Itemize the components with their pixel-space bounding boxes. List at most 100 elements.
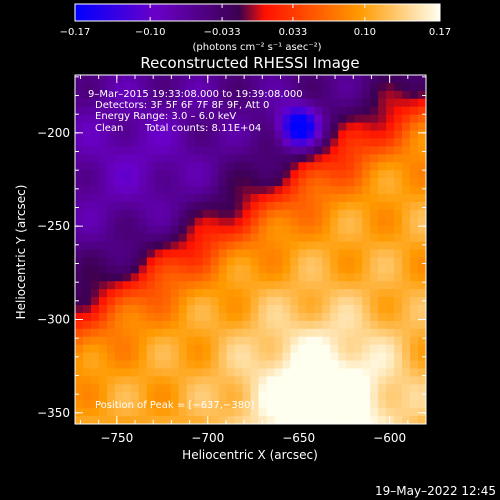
heatmap-cell (170, 368, 180, 378)
heatmap-cell (154, 281, 164, 290)
heatmap-cell (418, 225, 426, 235)
heatmap-cell (146, 225, 156, 235)
heatmap-cell (106, 217, 116, 227)
heatmap-cell (106, 130, 116, 140)
heatmap-cell (258, 408, 268, 417)
heatmap-cell (194, 305, 204, 314)
heatmap-cell (90, 130, 100, 140)
heatmap-cell (338, 146, 347, 155)
heatmap-cell (402, 384, 411, 393)
heatmap-cell (114, 305, 124, 314)
heatmap-cell (306, 90, 315, 100)
heatmap-cell (386, 170, 395, 179)
heatmap-cell (338, 114, 347, 124)
heatmap-cell (322, 90, 331, 100)
heatmap-cell (258, 75, 268, 84)
heatmap-cell (75, 376, 84, 385)
heatmap-cell (274, 217, 284, 227)
heatmap-cell (282, 400, 291, 409)
heatmap-cell (194, 106, 204, 116)
heatmap-cell (170, 225, 180, 235)
heatmap-cell (154, 75, 164, 84)
heatmap-cell (226, 146, 236, 155)
heatmap-cell (186, 392, 196, 401)
heatmap-cell (314, 122, 323, 132)
heatmap-cell (210, 320, 220, 330)
heatmap-cell (378, 408, 387, 417)
heatmap-cell (218, 138, 228, 147)
heatmap-cell (418, 297, 426, 306)
heatmap-cell (410, 146, 419, 155)
heatmap-cell (170, 146, 180, 155)
heatmap-cell (210, 305, 220, 314)
heatmap-cell (122, 400, 132, 409)
heatmap-cell (210, 392, 220, 401)
heatmap-cell (330, 368, 339, 378)
heatmap-cell (338, 233, 347, 243)
x-axis: −750 −700 −650 −600 (79, 75, 427, 445)
heatmap-cell (378, 106, 387, 116)
heatmap-cell (98, 257, 108, 266)
heatmap-cell (106, 312, 116, 322)
heatmap-cell (314, 178, 323, 187)
heatmap-cell (234, 392, 244, 401)
heatmap-cell (330, 170, 339, 179)
heatmap-cell (106, 98, 116, 108)
heatmap-cell (250, 408, 260, 417)
heatmap-cell (170, 82, 180, 92)
heatmap-cell (210, 328, 220, 338)
heatmap-cell (322, 384, 331, 393)
heatmap-cell (338, 416, 347, 424)
heatmap-cell (226, 162, 236, 171)
heatmap-cell (218, 130, 228, 140)
heatmap-cell (106, 162, 116, 171)
heatmap-cell (394, 281, 403, 290)
heatmap-cell (290, 336, 299, 346)
heatmap-cell (250, 384, 260, 393)
heatmap-cell (178, 114, 188, 124)
heatmap-cell (82, 336, 92, 346)
heatmap-cell (218, 312, 228, 322)
heatmap-cell (75, 146, 84, 155)
heatmap-cell (202, 281, 212, 290)
heatmap-cell (106, 106, 116, 116)
heatmap-cell (114, 320, 124, 330)
heatmap-cell (234, 257, 244, 266)
heatmap-cell (314, 344, 323, 354)
heatmap-cell (82, 217, 92, 227)
heatmap-cell (402, 122, 411, 132)
heatmap-cell (306, 305, 315, 314)
heatmap-cell (354, 376, 363, 385)
heatmap-cell (210, 114, 220, 124)
heatmap-cell (218, 209, 228, 219)
heatmap-cell (306, 225, 315, 235)
heatmap-cell (298, 186, 307, 195)
heatmap-cell (170, 297, 180, 306)
heatmap-cell (162, 130, 172, 140)
heatmap-cell (194, 408, 204, 417)
heatmap-cell (346, 273, 355, 282)
heatmap-cell (394, 416, 403, 424)
heatmap-cell (290, 305, 299, 314)
heatmap-cell (202, 146, 212, 155)
heatmap-cell (138, 209, 148, 219)
heatmap-cell (258, 360, 268, 370)
heatmap-cell (346, 360, 355, 370)
heatmap-cell (266, 193, 276, 203)
heatmap-cell (314, 225, 323, 235)
heatmap-cell (75, 352, 84, 362)
heatmap-cell (402, 75, 411, 84)
heatmap-cell (306, 360, 315, 370)
heatmap-cell (218, 90, 228, 100)
heatmap-cell (394, 201, 403, 211)
heatmap-cell (394, 82, 403, 92)
heatmap-cell (338, 162, 347, 171)
heatmap-cell (306, 75, 315, 84)
heatmap-cell (402, 193, 411, 203)
heatmap-cell (298, 170, 307, 179)
heatmap-cell (386, 122, 395, 132)
heatmap-cell (90, 146, 100, 155)
heatmap-cell (258, 320, 268, 330)
heatmap-cell (234, 82, 244, 92)
heatmap-cell (138, 297, 148, 306)
